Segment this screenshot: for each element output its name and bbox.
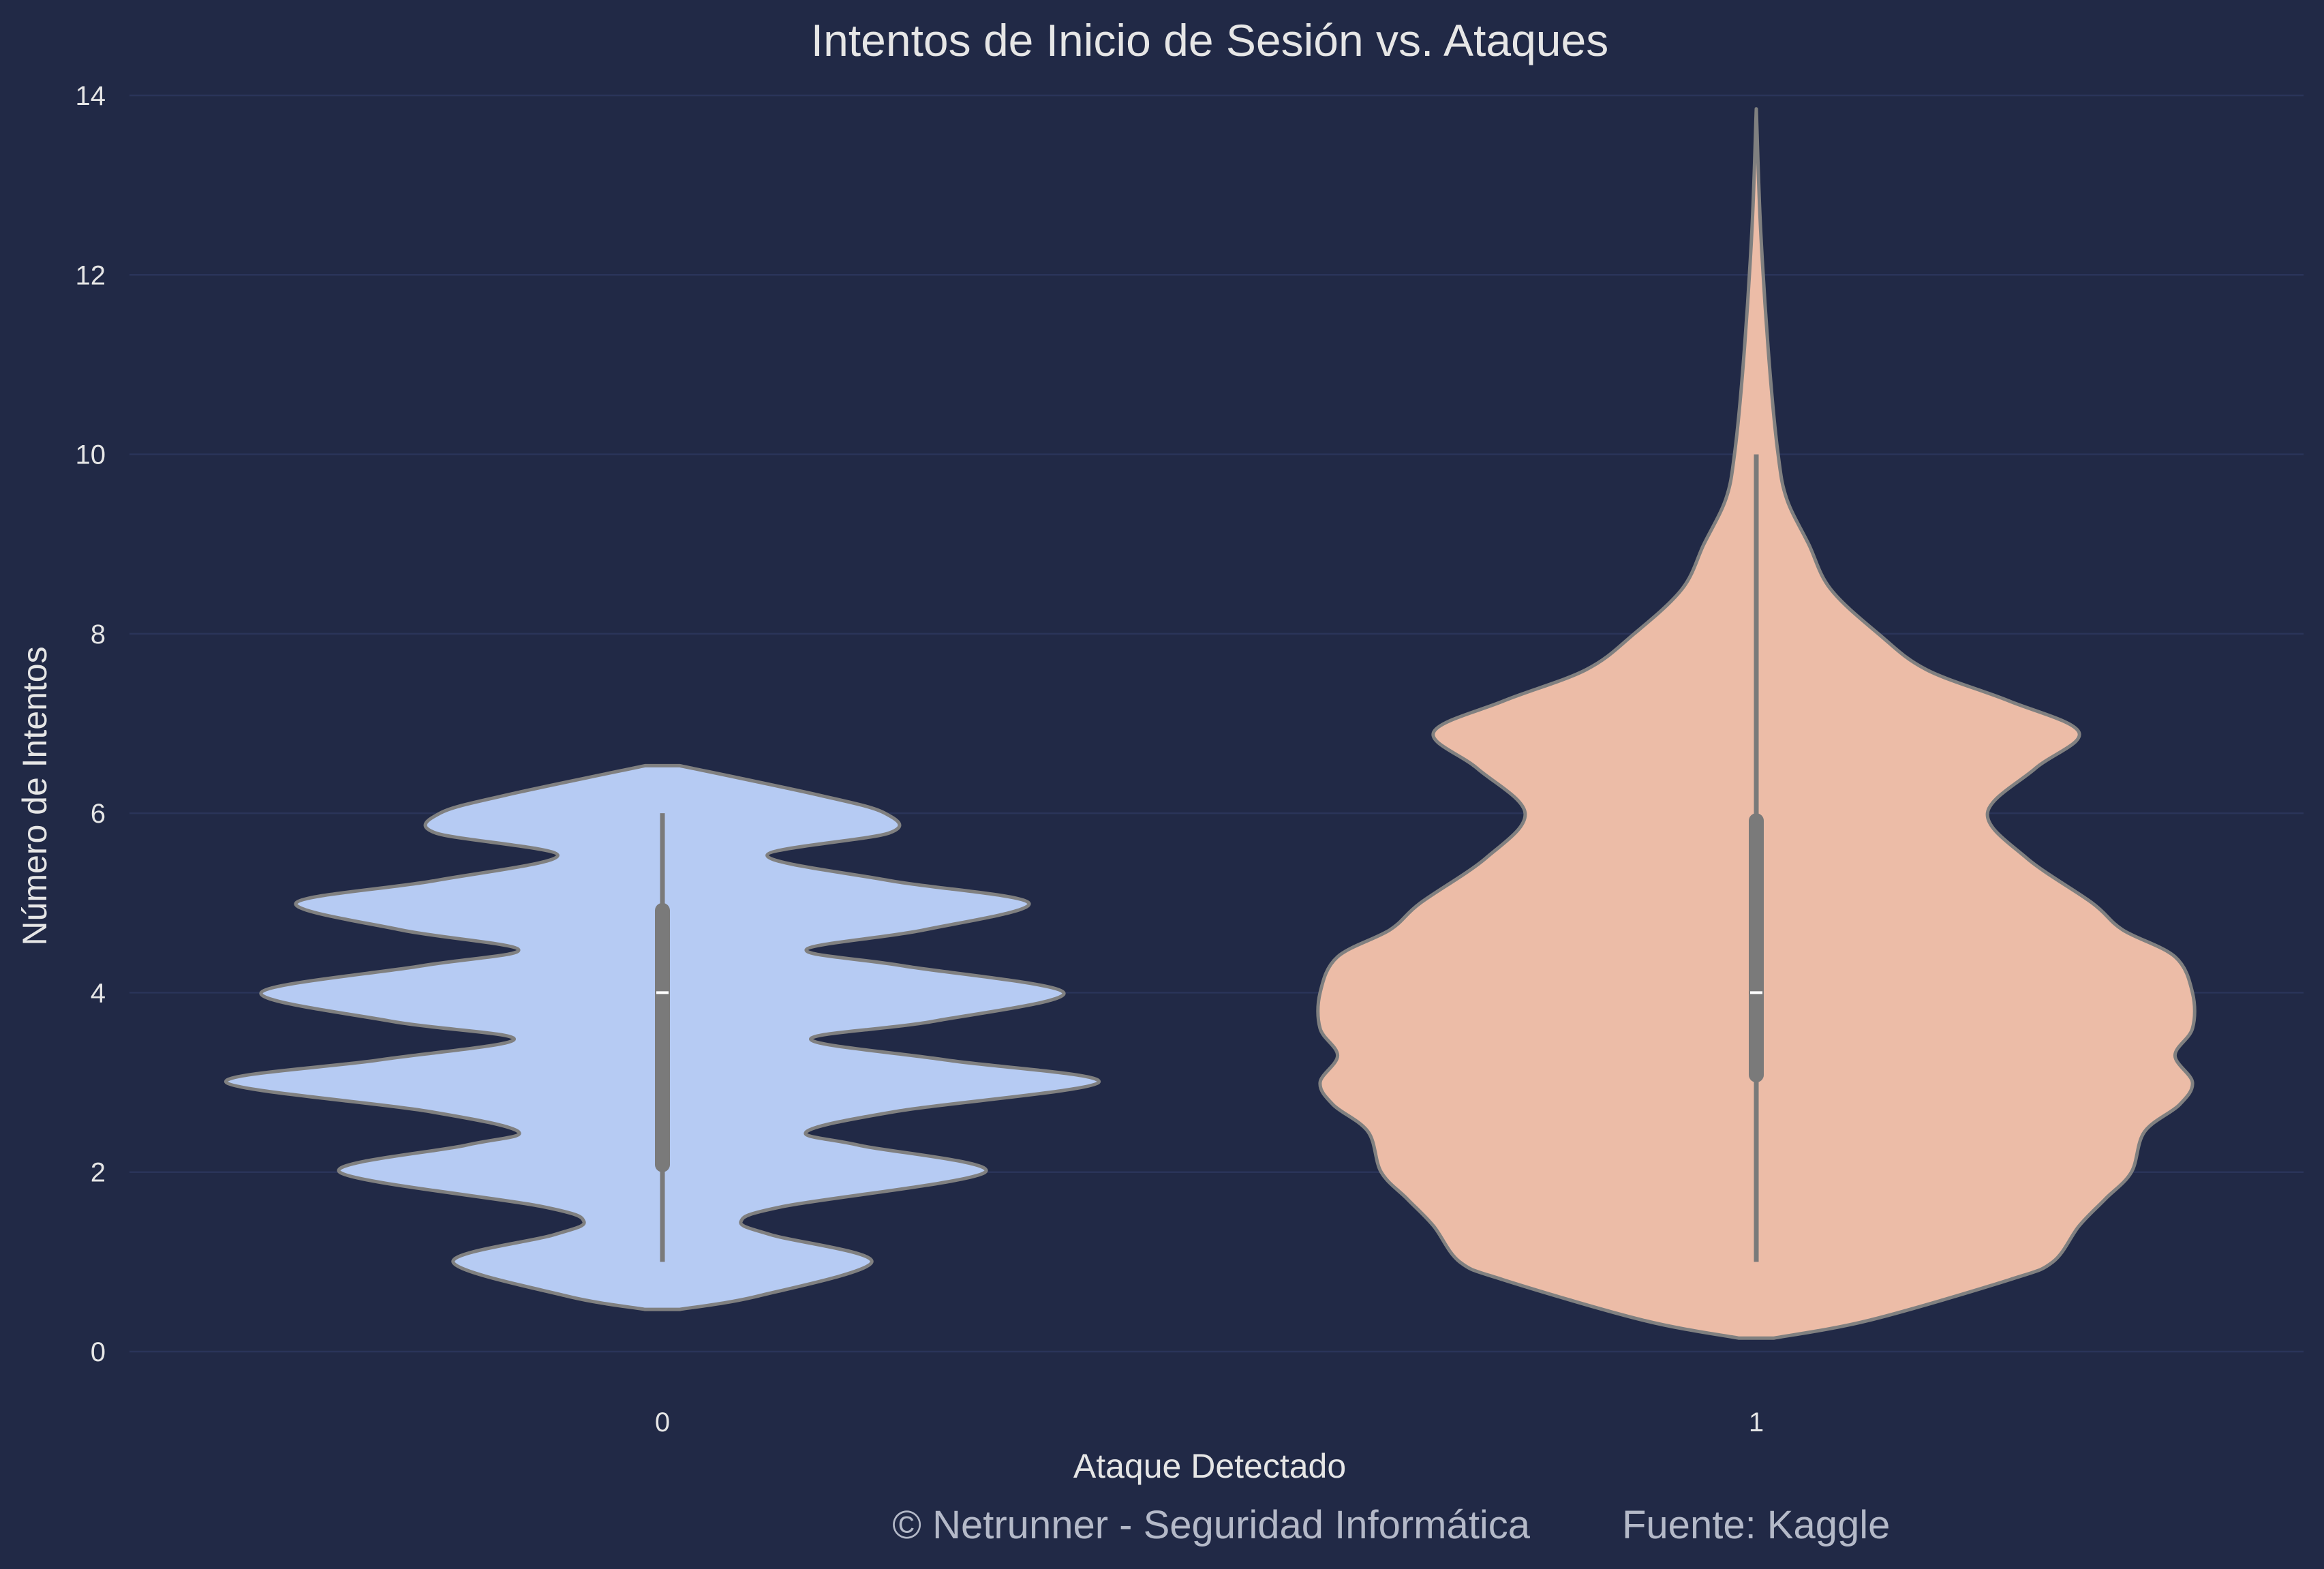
x-axis-title: Ataque Detectado <box>1073 1447 1346 1485</box>
y-tick-labels: 0 2 4 6 8 10 12 14 <box>76 81 106 1367</box>
footer-source: Fuente: Kaggle <box>1622 1503 1890 1547</box>
y-tick-label-7: 14 <box>76 81 106 111</box>
y-tick-label-2: 4 <box>91 978 106 1008</box>
violin-0 <box>224 763 1101 1311</box>
violin-iqr-box-0 <box>655 902 670 1172</box>
x-tick-label-0: 0 <box>655 1407 670 1437</box>
y-tick-label-1: 2 <box>91 1158 106 1188</box>
violins <box>224 107 2197 1340</box>
x-tick-label-1: 1 <box>1749 1407 1764 1437</box>
violin-1 <box>1316 107 2197 1340</box>
y-tick-label-0: 0 <box>91 1337 106 1367</box>
footer-copyright: © Netrunner - Seguridad Informática <box>892 1503 1530 1547</box>
chart-title: Intentos de Inicio de Sesión vs. Ataques <box>811 15 1608 65</box>
y-tick-label-4: 8 <box>91 620 106 650</box>
y-tick-label-5: 10 <box>76 440 106 470</box>
y-tick-label-6: 12 <box>76 260 106 290</box>
y-tick-label-3: 6 <box>91 799 106 829</box>
violin-iqr-box-1 <box>1749 813 1764 1083</box>
y-axis-title: Número de Intentos <box>16 646 54 945</box>
